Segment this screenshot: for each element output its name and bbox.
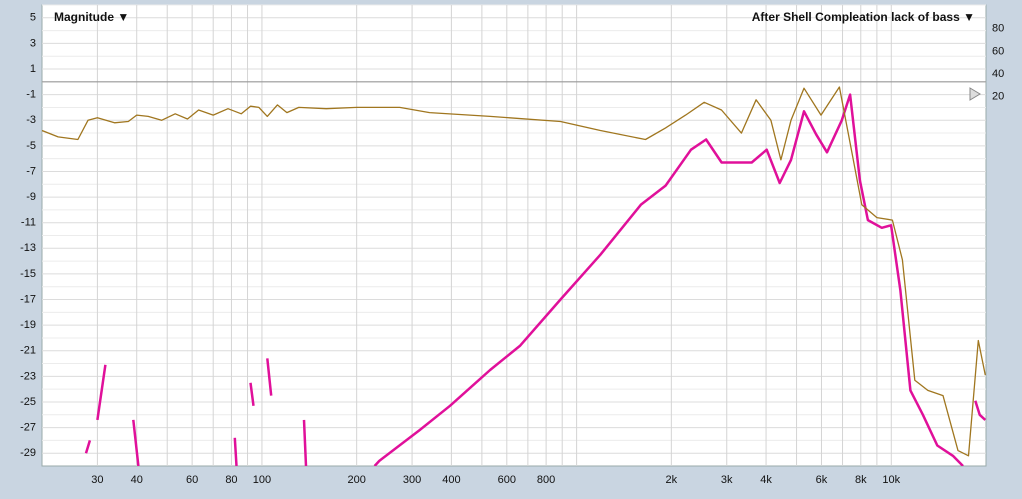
y2-tick-label: 20 <box>992 91 1004 103</box>
x-tick-label: 2k <box>666 474 678 486</box>
y-tick-label: -21 <box>20 345 36 357</box>
y-tick-label: -25 <box>20 396 36 408</box>
x-tick-label: 30 <box>91 474 103 486</box>
x-tick-label: 4k <box>760 474 772 486</box>
y-tick-label: 3 <box>30 37 36 49</box>
y-tick-label: -13 <box>20 242 36 254</box>
x-tick-label: 300 <box>403 474 421 486</box>
y-tick-label: -27 <box>20 421 36 433</box>
x-tick-label: 10k <box>882 474 900 486</box>
y-tick-label: 5 <box>30 12 36 24</box>
series-line <box>42 86 986 457</box>
x-tick-label: 200 <box>347 474 365 486</box>
x-tick-label: 80 <box>225 474 237 486</box>
y-tick-label: -9 <box>26 191 36 203</box>
x-tick-label: 100 <box>253 474 271 486</box>
y-tick-label: -11 <box>21 217 36 229</box>
grid <box>42 4 986 466</box>
marker <box>969 87 981 101</box>
x-tick-label: 800 <box>537 474 555 486</box>
x-tick-label: 8k <box>855 474 867 486</box>
x-tick-label: 6k <box>816 474 828 486</box>
y-tick-label: -1 <box>26 89 36 101</box>
series-line <box>84 93 986 466</box>
y2-tick-label: 40 <box>992 68 1004 80</box>
x-tick-label: 40 <box>131 474 143 486</box>
y2-tick-label: 60 <box>992 45 1004 57</box>
y-tick-label: -23 <box>20 370 36 382</box>
legend-label: After Shell Compleation lack of bass ▼ <box>752 10 975 24</box>
y-tick-label: -29 <box>20 447 36 459</box>
x-tick-label: 600 <box>498 474 516 486</box>
y-tick-label: -19 <box>20 319 36 331</box>
y-tick-label: -3 <box>26 114 36 126</box>
x-tick-label: 400 <box>442 474 460 486</box>
x-tick-label: 60 <box>186 474 198 486</box>
y-axis-label: Magnitude ▼ <box>54 10 129 24</box>
curves <box>42 86 986 466</box>
x-tick-label: 3k <box>721 474 733 486</box>
y-tick-label: -7 <box>26 165 36 177</box>
y-tick-label: -15 <box>20 268 36 280</box>
y2-tick-label: 80 <box>992 23 1004 35</box>
y-tick-label: -5 <box>26 140 36 152</box>
y-tick-label: -17 <box>20 293 36 305</box>
y-tick-label: 1 <box>30 63 36 75</box>
